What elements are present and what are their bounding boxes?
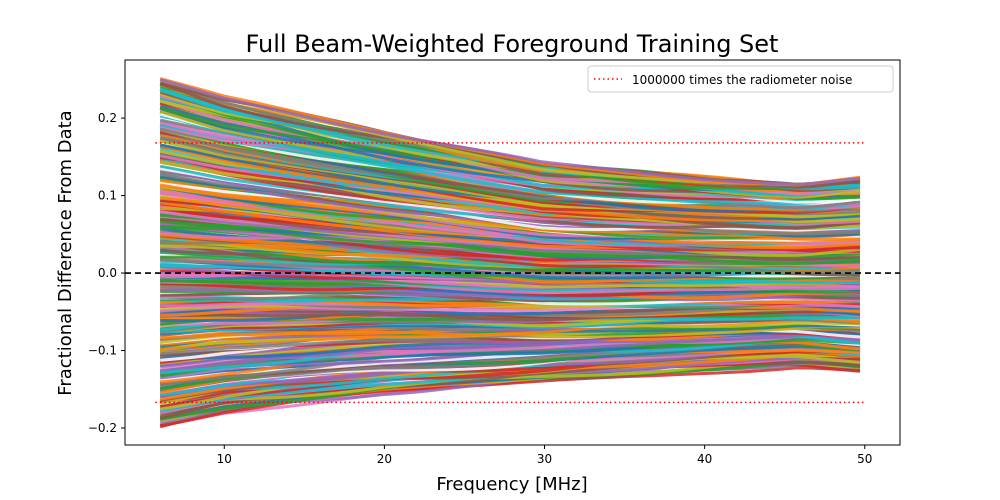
series-layer [159,77,861,429]
plot-area [125,77,900,429]
y-tick-label: 0.2 [98,111,117,125]
x-tick-label: 20 [377,452,392,466]
reference-lines [125,142,900,404]
legend: 1000000 times the radiometer noise [587,65,894,93]
y-axis-ticks: −0.2 −0.1 0.0 0.1 0.2 [88,111,125,435]
y-axis-label: Fractional Difference From Data [55,110,76,395]
x-tick-label: 30 [537,452,552,466]
y-tick-label: 0.0 [98,266,117,280]
legend-box [587,65,894,93]
y-tick-label: −0.2 [88,421,117,435]
plot-frame [124,59,901,446]
x-axis-label: Frequency [MHz] [436,474,587,495]
series-line [159,78,861,187]
chart-title: Full Beam-Weighted Foreground Training S… [246,30,779,58]
x-tick-label: 40 [697,452,712,466]
y-tick-label: 0.1 [98,189,117,203]
legend-label-noise: 1000000 times the radiometer noise [632,73,852,87]
x-tick-label: 50 [857,452,872,466]
x-tick-label: 10 [217,452,232,466]
x-axis-ticks: 10 20 30 40 50 [217,445,872,466]
y-tick-label: −0.1 [88,343,117,357]
